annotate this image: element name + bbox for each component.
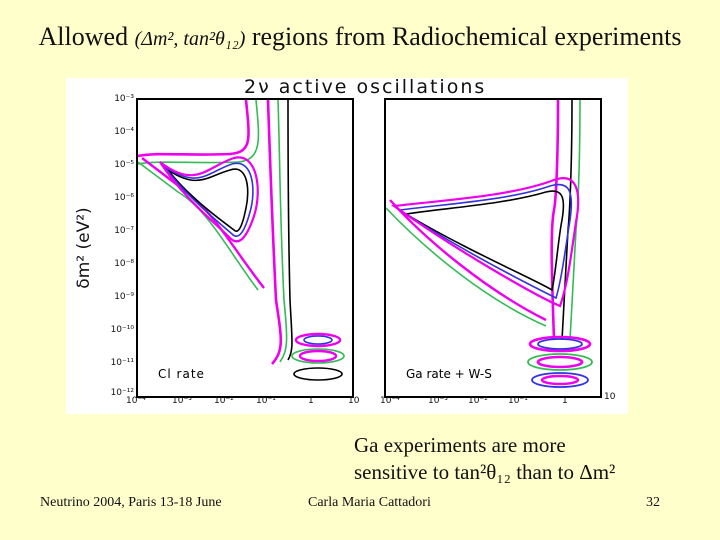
title-rest: regions from Radiochemical experiments: [251, 22, 682, 51]
x-tick: 1: [308, 396, 314, 406]
y-tick: 10⁻⁵: [114, 160, 134, 170]
y-axis-label: δm² (eV²): [74, 207, 94, 289]
y-tick: 10⁻⁶: [114, 193, 134, 203]
note-line-1: Ga experiments are more: [354, 433, 566, 457]
y-tick: 10⁻⁷: [114, 226, 134, 236]
footer-conference: Neutrino 2004, Paris 13-18 June: [40, 495, 222, 510]
y-tick: 10⁻⁸: [114, 259, 134, 269]
x-tick: 10: [604, 392, 616, 402]
x-tick: 10⁻⁴: [380, 396, 400, 406]
x-tick: 10⁻²: [214, 396, 234, 406]
y-tick: 10⁻¹²: [110, 388, 134, 398]
y-tick: 10⁻¹¹: [110, 358, 134, 368]
footer-page-number: 32: [646, 495, 660, 510]
x-tick: 10⁻²: [468, 396, 488, 406]
cl-rate-panel: Cl rate: [136, 98, 354, 398]
ga-rate-label: Ga rate + W-S: [406, 367, 492, 381]
x-tick: 10: [348, 396, 360, 406]
x-tick: 10⁻³: [172, 396, 192, 406]
x-tick: 1: [562, 396, 568, 406]
y-tick: 10⁻³: [114, 94, 134, 104]
cl-rate-contours: Cl rate: [138, 100, 345, 381]
y-tick: 10⁻¹⁰: [110, 325, 134, 335]
ga-rate-panel: Ga rate + W-S: [384, 98, 602, 398]
x-tick: 10⁻¹: [508, 396, 528, 406]
footer-author: Carla Maria Cattadori: [308, 495, 431, 510]
note-line-2: sensitive to tan²θ₁₂ than to Δm²: [354, 460, 616, 484]
title-main: Allowed: [38, 22, 129, 51]
ga-rate-contours: Ga rate + W-S: [386, 100, 593, 388]
slide-title: Allowed (Δm², tan²θ₁₂) regions from Radi…: [0, 22, 720, 52]
y-axis-ticks: 10⁻³ 10⁻⁴ 10⁻⁵ 10⁻⁶ 10⁻⁷ 10⁻⁸ 10⁻⁹ 10⁻¹⁰…: [106, 94, 134, 398]
cl-rate-label: Cl rate: [158, 367, 205, 381]
oscillation-figure: 2ν active oscillations δm² (eV²) 10⁻³ 10…: [66, 76, 628, 414]
x-tick: 10⁻¹: [256, 396, 276, 406]
x-tick: 10⁻⁴: [126, 396, 146, 406]
y-tick: 10⁻⁹: [114, 292, 134, 302]
ga-sensitivity-note: Ga experiments are more sensitive to tan…: [354, 432, 615, 486]
figure-header: 2ν active oscillations: [244, 76, 487, 98]
x-tick: 10⁻³: [428, 396, 448, 406]
y-tick: 10⁻⁴: [114, 127, 134, 137]
title-parameters: (Δm², tan²θ₁₂): [134, 28, 246, 50]
